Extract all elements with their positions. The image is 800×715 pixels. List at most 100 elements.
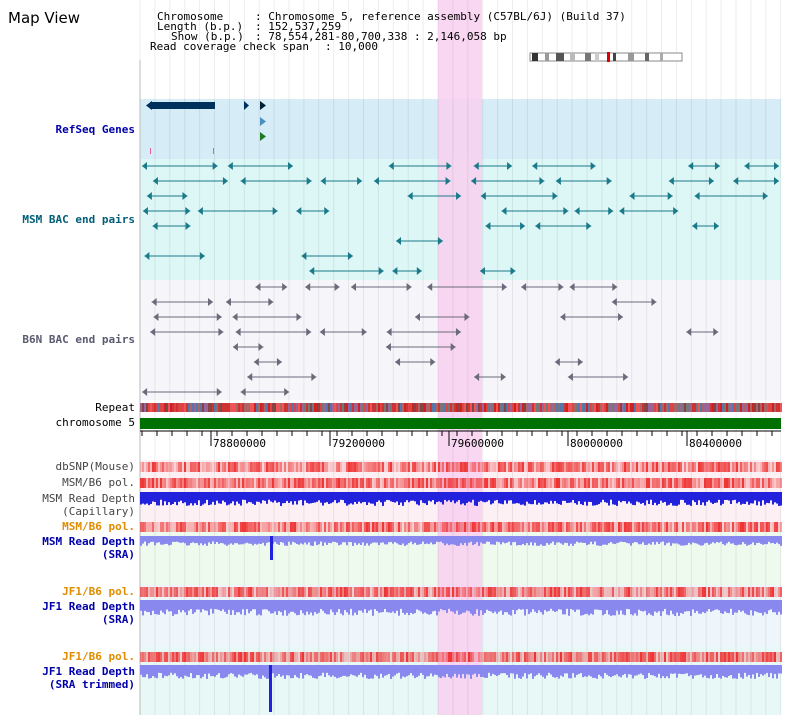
msm-depth-sra-bin — [684, 536, 686, 546]
msm-b6-pol-bin — [652, 478, 654, 488]
jf1-b6-pol-bin — [630, 587, 632, 597]
repeat-segment — [224, 403, 226, 412]
track-label-msm-bac[interactable]: MSM BAC end pairs — [22, 213, 135, 226]
msm-b6-pol-2-bin — [468, 522, 470, 532]
jf1-depth-trimmed-bin — [370, 665, 372, 679]
jf1-depth-trimmed-bin — [300, 665, 302, 674]
jf1-depth-trimmed-bin — [272, 665, 274, 674]
dbsnp-bin — [194, 462, 196, 472]
msm-depth-sra-bin — [434, 536, 436, 545]
msm-depth-capillary-bin — [498, 492, 500, 504]
repeat-segment — [162, 403, 164, 412]
jf1-b6-pol-bin — [718, 587, 720, 597]
repeat-segment — [604, 403, 606, 412]
jf1-b6-pol-bin — [158, 587, 160, 597]
msm-b6-pol-2-bin — [634, 522, 636, 532]
msm-b6-pol-2-bin — [392, 522, 394, 532]
track-label-jf1-depth-sra-sub: (SRA) — [101, 613, 135, 626]
repeat-segment — [450, 403, 452, 412]
jf1-depth-trimmed-bin — [550, 665, 552, 675]
dbsnp-bin — [236, 462, 238, 472]
jf1-depth-sra-bin — [200, 600, 202, 613]
repeat-segment — [758, 403, 760, 412]
jf1-depth-trimmed-bin — [462, 665, 464, 675]
msm-b6-pol-2-bin — [684, 522, 686, 532]
msm-b6-pol-2-bin — [702, 522, 704, 532]
msm-bac-end — [744, 162, 750, 170]
dbsnp-bin — [600, 462, 602, 472]
msm-b6-pol-2-bin — [400, 522, 402, 532]
jf1-depth-trimmed-bin — [498, 665, 500, 675]
msm-depth-capillary-bin — [542, 492, 544, 505]
repeat-segment — [358, 403, 360, 412]
msm-depth-capillary-bin — [250, 492, 252, 503]
dbsnp-bin — [288, 462, 290, 472]
msm-depth-sra-bin — [486, 536, 488, 542]
msm-b6-pol-2-bin — [430, 522, 432, 532]
jf1-b6-pol-2-bin — [344, 652, 346, 662]
msm-depth-capillary-bin — [306, 492, 308, 503]
repeat-segment — [310, 403, 312, 412]
jf1-b6-pol-2-bin — [738, 652, 740, 662]
msm-depth-sra-bin — [562, 536, 564, 545]
jf1-depth-sra-bin — [730, 600, 732, 609]
jf1-depth-sra-bin — [594, 600, 596, 610]
msm-b6-pol-bin — [628, 478, 630, 488]
jf1-depth-trimmed-bin — [506, 665, 508, 675]
msm-b6-pol-2-bin — [542, 522, 544, 532]
msm-b6-pol-bin — [462, 478, 464, 488]
msm-b6-pol-bin — [370, 478, 372, 488]
repeat-segment — [444, 403, 446, 412]
jf1-b6-pol-bin — [198, 587, 200, 597]
msm-depth-capillary-bin — [682, 492, 684, 500]
jf1-depth-sra-bin — [196, 600, 198, 610]
jf1-depth-trimmed-bin — [534, 665, 536, 677]
jf1-depth-trimmed-bin — [376, 665, 378, 676]
repeat-segment — [356, 403, 358, 412]
jf1-depth-sra-bin — [622, 600, 624, 615]
msm-depth-sra-bin — [402, 536, 404, 544]
msm-depth-capillary-bin — [174, 492, 176, 502]
jf1-depth-sra-bin — [298, 600, 300, 615]
msm-bac-end — [227, 162, 233, 170]
repeat-segment — [428, 403, 430, 412]
repeat-segment — [648, 403, 650, 412]
track-label-jf1-depth-trimmed: JF1 Read Depth — [42, 665, 135, 678]
msm-depth-capillary-bin — [664, 492, 666, 502]
msm-b6-pol-bin — [422, 478, 424, 488]
repeat-segment — [746, 403, 748, 412]
jf1-depth-sra-bin — [270, 600, 272, 614]
track-label-b6n-bac[interactable]: B6N BAC end pairs — [22, 333, 135, 346]
msm-b6-pol-bin — [254, 478, 256, 488]
jf1-depth-sra-bin — [220, 600, 222, 612]
jf1-depth-trimmed-bin — [456, 665, 458, 678]
jf1-depth-sra-bin — [366, 600, 368, 613]
jf1-b6-pol-bin — [590, 587, 592, 597]
msm-depth-sra-bin — [278, 536, 280, 545]
jf1-depth-sra-bin — [704, 600, 706, 614]
msm-bac-end — [347, 252, 353, 260]
msm-depth-capillary-bin — [164, 492, 166, 502]
jf1-depth-sra-bin — [446, 600, 448, 613]
repeat-segment — [290, 403, 292, 412]
msm-b6-pol-bin — [746, 478, 748, 488]
msm-b6-pol-bin — [502, 478, 504, 488]
jf1-b6-pol-bin — [148, 587, 150, 597]
repeat-segment — [554, 403, 556, 412]
repeat-segment — [300, 403, 302, 412]
b6n-bac-end — [501, 283, 507, 291]
jf1-b6-pol-bin — [512, 587, 514, 597]
jf1-b6-pol-2-bin — [492, 652, 494, 662]
dbsnp-bin — [340, 462, 342, 472]
track-label-refseq-genes[interactable]: RefSeq Genes — [55, 123, 135, 136]
msm-depth-sra-bin — [704, 536, 706, 544]
ideogram-outline — [529, 52, 683, 62]
msm-depth-sra-bin — [226, 536, 228, 546]
jf1-depth-sra-bin — [776, 600, 778, 615]
jf1-b6-pol-bin — [462, 587, 464, 597]
jf1-depth-trimmed-bin — [342, 665, 344, 676]
repeat-segment — [612, 403, 614, 412]
jf1-depth-sra-bin — [182, 600, 184, 611]
msm-b6-pol-bin — [282, 478, 284, 488]
dbsnp-bin — [320, 462, 322, 472]
